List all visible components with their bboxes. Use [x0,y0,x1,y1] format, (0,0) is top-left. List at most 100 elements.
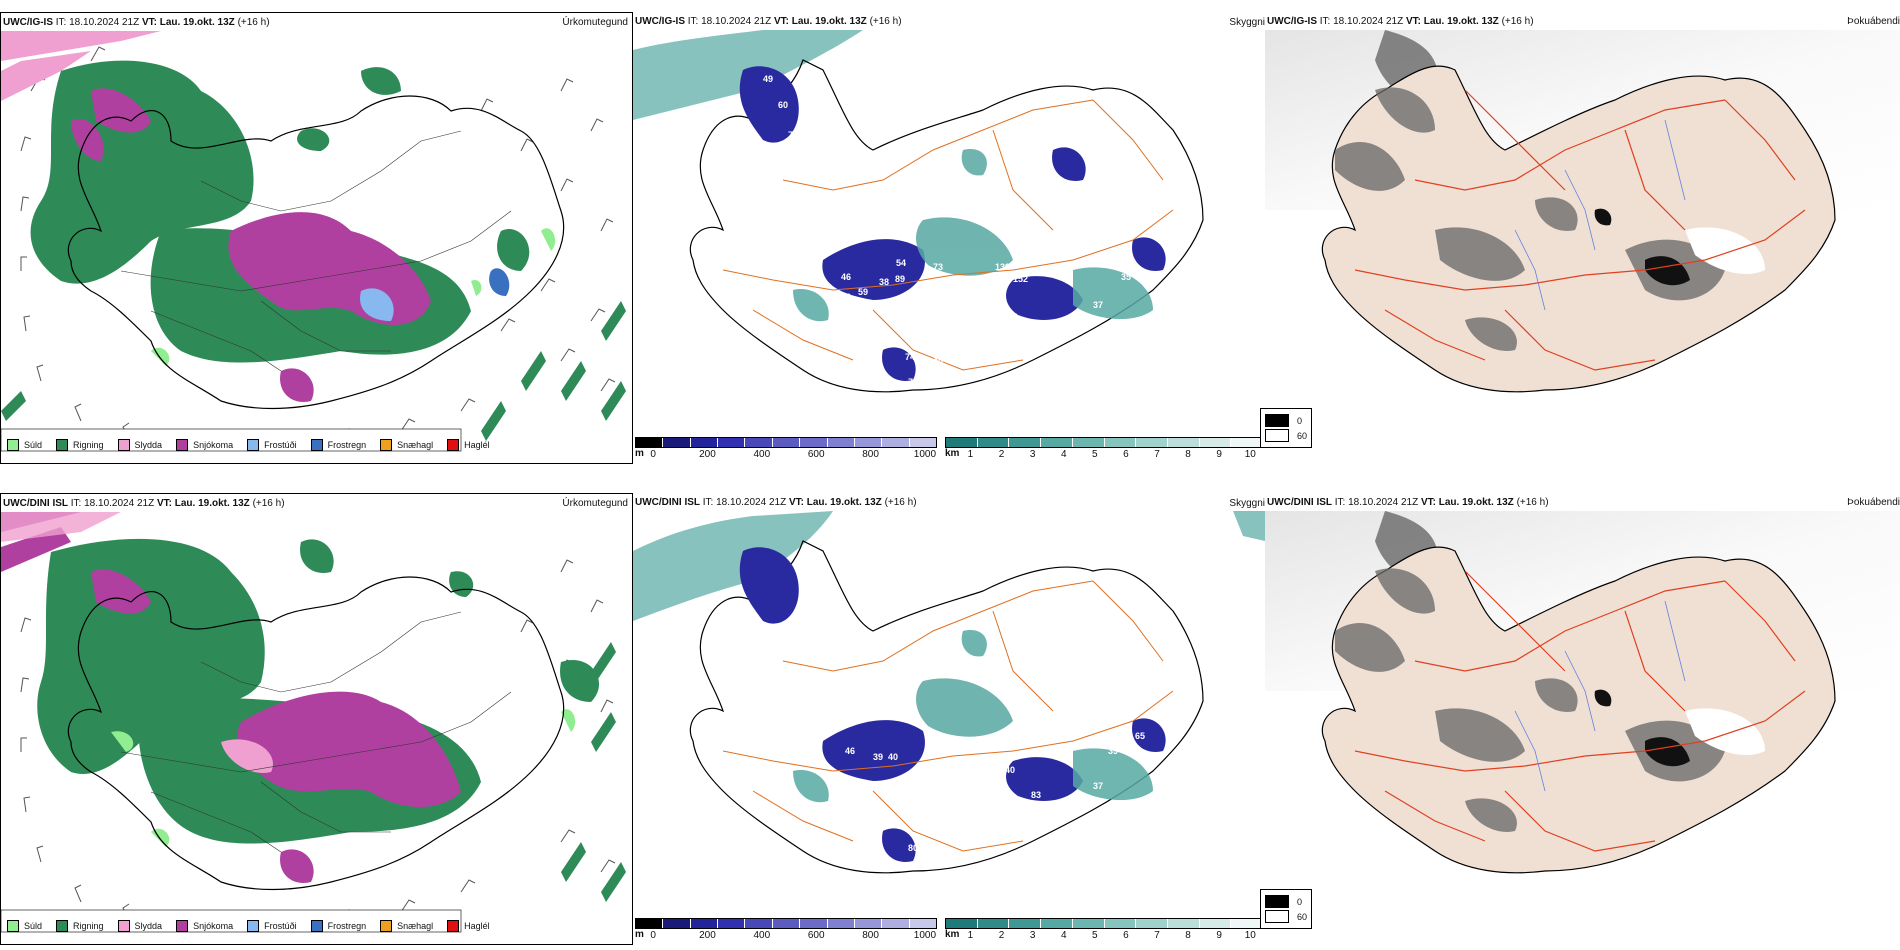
iceland-coastline [67,576,565,891]
colorbar-swatch [1231,919,1263,928]
colorbar-swatch [977,438,1010,447]
ceiling-visibility-map: 218 47 57 84 69 59 64 46 39 40 66 134 10… [633,511,1265,885]
ceiling-label: 166 [990,735,1005,745]
fog-legend: 0 60 [1260,408,1312,448]
ceiling-label: 54 [1053,811,1063,821]
ceiling-label: 59 [858,287,868,297]
ceiling-label: 75 [778,247,788,257]
panel-header: UWC/DINI ISL IT: 18.10.2024 21Z VT: Lau.… [635,497,917,508]
legend-item: Súld [7,920,42,932]
colorbar-swatch [909,438,936,447]
visibility-colorbar: 1 2 3 4 5 6 7 8 9 10 km [945,918,1263,943]
colorbar-swatch [745,438,773,447]
fog-index-map [1265,30,1900,393]
colorbar-swatch [772,438,801,447]
colorbar-tick-label: 1 [967,449,974,460]
visibility-areas [793,149,1153,322]
ceiling-label: 102 [933,748,948,758]
legend-item: Snæhagl [380,439,433,451]
legend-item: Slydda [117,439,162,451]
colorbar-swatch [745,919,773,928]
ceiling-colorbar: 0 200 400 600 800 1000 m [635,437,937,462]
ceiling-label: 76 [778,157,788,167]
colorbar-swatch [1199,919,1232,928]
colorbar-swatch [1072,438,1105,447]
ceiling-label: 104 [993,783,1008,793]
colorbar-swatch [1041,438,1073,447]
colorbar-tick-label: 600 [807,449,825,460]
ceiling-visibility-panel-row2: UWC/DINI ISL IT: 18.10.2024 21Z VT: Lau.… [633,493,1265,945]
panel-title: Úrkomutegund [562,498,628,509]
colorbar-tick-label: 400 [753,930,771,941]
colorbar-swatch [1167,919,1200,928]
colorbar-swatch [636,438,664,447]
colorbar-tick-label: 5 [1092,930,1098,941]
ceiling-value-labels: 49 60 71 67 76 62 75 62 59 46 38 59 54 8… [743,74,1131,407]
legend-item: 60 [1265,910,1307,923]
colorbar-tick-label: 2 [998,930,1005,941]
precip-legend: Súld Rigning Slydda Snjókoma Frostúði Fr… [7,437,504,453]
ceiling-label: 89 [895,274,905,284]
colorbar-tick-label: 800 [862,449,879,460]
ceiling-label: 65 [1135,731,1145,741]
colorbar-swatch [1136,438,1168,447]
rain-area-west [30,60,254,284]
colorbar-swatch [1104,919,1137,928]
rain-bands [561,642,626,902]
drizzle-area [111,709,576,847]
snow-area [91,569,461,883]
panel-title: Skyggni [1229,17,1265,28]
colorbar-tick-label: 4 [1060,449,1067,460]
ceiling-label: 64 [808,696,818,706]
colorbar-swatch [1104,438,1137,447]
colorbar-tick-label: 7 [1154,449,1160,460]
colorbar-swatch [1009,438,1042,447]
colorbar-swatch [946,438,978,447]
legend-item: Haglél [447,439,490,451]
ceiling-label: 62 [813,232,823,242]
ceiling-label: 71 [788,130,798,140]
colorbar-swatch [690,919,719,928]
legend-item: Snæhagl [380,920,433,932]
legend-item: Frostregn [310,439,366,451]
colorbar-swatch [882,438,910,447]
panel-header: UWC/DINI ISL IT: 18.10.2024 21Z VT: Lau.… [3,498,285,509]
colorbar-tick-label: 8 [1185,449,1191,460]
ceiling-label: 80 [908,843,918,853]
ceiling-label: 69 [793,636,803,646]
ceiling-label: 57 [808,585,818,595]
precip-type-panel-row2: UWC/DINI ISL IT: 18.10.2024 21Z VT: Lau.… [0,493,633,945]
visibility-unit: km [945,448,960,459]
freezing-rain-area [489,268,510,296]
colorbar-tick-label: 400 [753,449,771,460]
fog-index-panel-row1: UWC/IG-IS IT: 18.10.2024 21Z VT: Lau. 19… [1260,12,1900,464]
panel-header: UWC/IG-IS IT: 18.10.2024 21Z VT: Lau. 19… [635,16,902,27]
ceiling-label: 37 [1093,781,1103,791]
colorbar-swatch [909,919,936,928]
legend-item: 60 [1265,429,1307,442]
ceiling-label: 75 [908,377,918,387]
precip-type-map [1,512,632,944]
road-network [1354,89,1806,371]
ceiling-label: 40 [1048,322,1058,332]
panel-header: UWC/IG-IS IT: 18.10.2024 21Z VT: Lau. 19… [1267,16,1534,27]
sleet-area [1,512,121,542]
legend-item: Súld [7,439,42,451]
fog-index-panel-row2: UWC/DINI ISL IT: 18.10.2024 21Z VT: Lau.… [1260,493,1900,945]
ceiling-label: 88 [905,871,915,881]
colorbar-tick-label: 9 [1216,449,1222,460]
ceiling-label: 100 [928,357,943,367]
colorbar-tick-label: 0 [650,930,656,941]
ceiling-label: 40 [888,752,898,762]
colorbar-swatch [854,438,883,447]
colorbar-swatch [1167,438,1200,447]
ceiling-label: 35 [1121,272,1131,282]
ceiling-label: 77 [1013,801,1023,811]
colorbar-swatch [1231,438,1263,447]
glacier-area [1685,708,1765,756]
iceland-coastline [689,59,1204,393]
visibility-area [633,511,833,621]
snow-area [71,88,431,402]
iceland-coastline [67,95,565,410]
colorbar-tick-label: 1000 [913,930,937,941]
